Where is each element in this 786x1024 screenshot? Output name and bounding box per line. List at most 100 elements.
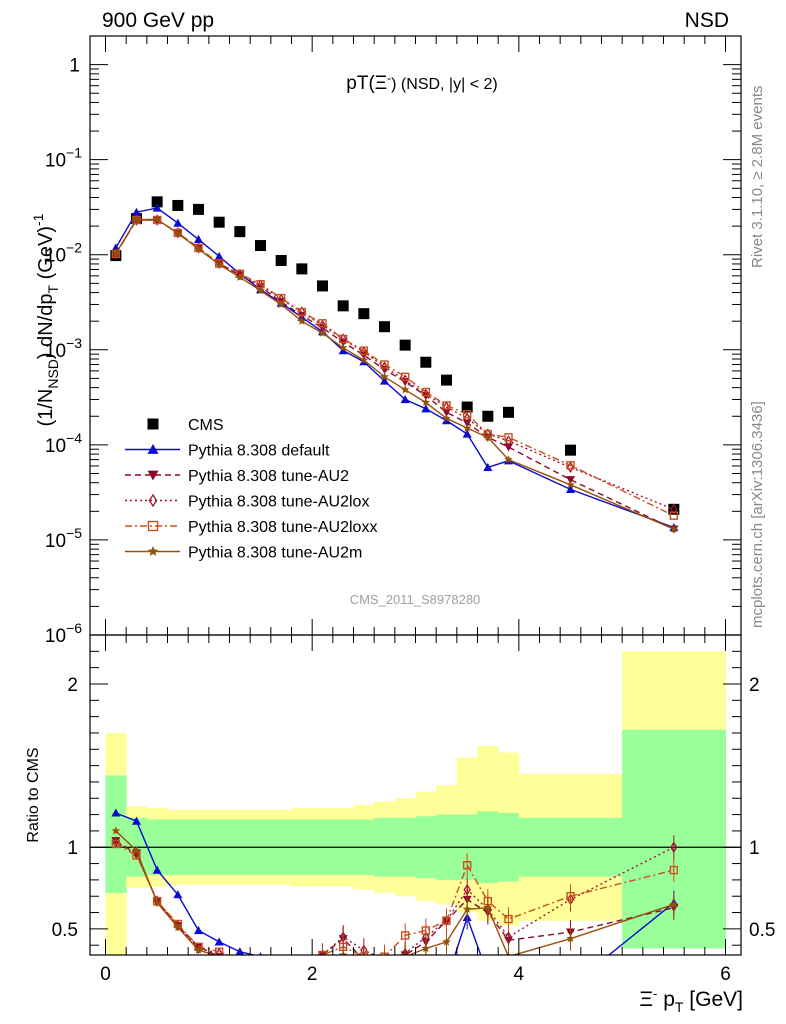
data-point-cms bbox=[213, 216, 225, 228]
ratio-point-au2lox bbox=[670, 841, 678, 853]
data-point-cms bbox=[565, 444, 576, 456]
data-point-cms bbox=[193, 203, 204, 215]
data-point-au2lox bbox=[215, 257, 223, 270]
ratio-point-au2m bbox=[256, 960, 265, 968]
data-point-default bbox=[400, 395, 410, 404]
ratio-point-au2loxx bbox=[421, 926, 431, 935]
data-point-au2m bbox=[442, 413, 451, 422]
ratio-point-default bbox=[132, 816, 141, 825]
data-point-au2loxx bbox=[669, 511, 679, 520]
data-point-default bbox=[483, 462, 493, 471]
main-ytick-label: 10−1 bbox=[45, 145, 82, 172]
legend-label-au2loxx: Pythia 8.308 tune-AU2loxx bbox=[188, 519, 377, 536]
ratio-point-au2loxx bbox=[214, 947, 224, 955]
ratio-ytick-label-right: 0.5 bbox=[749, 920, 775, 941]
ratio-point-default bbox=[235, 947, 245, 955]
ratio-point-au2loxx bbox=[566, 892, 575, 901]
ratio-point-au2lox bbox=[237, 957, 243, 966]
data-point-au2loxx bbox=[297, 307, 307, 317]
ratio-point-au2m bbox=[421, 944, 431, 953]
data-point-au2loxx bbox=[462, 410, 472, 419]
series-line-au2m bbox=[115, 218, 675, 530]
legend-marker-au2lox bbox=[148, 493, 158, 508]
series-line-au2loxx bbox=[115, 219, 675, 517]
series-line-au2lox bbox=[115, 219, 675, 510]
ratio-point-au2loxx bbox=[504, 914, 513, 924]
ratio-series-au2m bbox=[111, 826, 679, 975]
ratio-xtick-label: 2 bbox=[307, 964, 318, 985]
data-point-cms bbox=[255, 240, 266, 252]
ratio-point-au2loxx bbox=[257, 960, 264, 967]
ratio-point-default bbox=[111, 808, 121, 817]
data-point-au2m bbox=[359, 355, 369, 364]
series-line-au2 bbox=[115, 219, 675, 530]
legend-label-cms: CMS bbox=[188, 417, 224, 434]
data-point-cms bbox=[461, 401, 473, 413]
ratio-point-au2m bbox=[338, 950, 348, 955]
ratio-point-au2loxx bbox=[111, 839, 121, 849]
ratio-point-au2m bbox=[669, 899, 679, 908]
data-point-au2m bbox=[194, 244, 203, 253]
ratio-point-default bbox=[194, 926, 203, 935]
series-au2 bbox=[111, 216, 679, 534]
data-point-cms bbox=[420, 356, 432, 368]
ratio-point-au2m bbox=[152, 898, 162, 907]
ratio-panel: 0.5 0.5 1 1 2 2 0 2 4 6 Ratio to CMS Ξ- pT [GeV] bbox=[25, 634, 775, 1015]
ratio-xlabel: Ξ- pT [GeV] bbox=[639, 986, 743, 1015]
series-au2m bbox=[111, 215, 679, 533]
data-point-default bbox=[566, 484, 575, 494]
ratio-xtick-label: 0 bbox=[100, 964, 111, 985]
ratio-line-au2loxx bbox=[115, 843, 674, 955]
ratio-point-au2m bbox=[298, 967, 307, 975]
data-point-au2lox bbox=[504, 435, 513, 447]
ratio-point-au2m bbox=[111, 826, 121, 835]
ratio-point-au2m bbox=[404, 952, 407, 955]
data-point-default bbox=[338, 346, 348, 355]
data-point-au2m bbox=[338, 343, 348, 352]
ratio-point-default bbox=[173, 890, 183, 899]
data-point-au2m bbox=[669, 524, 679, 533]
data-point-au2lox bbox=[401, 374, 409, 386]
data-point-default bbox=[173, 218, 183, 227]
data-point-au2lox bbox=[670, 503, 678, 515]
data-point-au2loxx bbox=[359, 346, 369, 355]
ratio-point-au2loxx bbox=[236, 956, 243, 963]
data-point-au2loxx bbox=[504, 433, 513, 442]
rivet-label: Rivet 3.1.10, ≥ 2.8M events bbox=[749, 86, 766, 269]
ratio-line-default bbox=[115, 812, 675, 955]
data-point-au2loxx bbox=[400, 372, 410, 382]
data-point-default bbox=[152, 203, 162, 212]
main-ytick-label: 1 bbox=[69, 56, 80, 77]
main-ytick-label: 10−3 bbox=[45, 335, 82, 362]
ratio-point-au2lox bbox=[401, 947, 409, 955]
ratio-point-au2 bbox=[235, 958, 244, 966]
ratio-point-au2m bbox=[318, 955, 327, 963]
main-title: pT(Ξ-) (NSD, |y| < 2) bbox=[346, 71, 497, 94]
ratio-point-au2 bbox=[297, 966, 306, 974]
data-point-au2 bbox=[442, 408, 451, 417]
data-point-cms bbox=[234, 226, 246, 238]
ratio-band-inner bbox=[105, 775, 127, 893]
data-point-cms bbox=[151, 196, 163, 208]
data-point-cms bbox=[482, 410, 494, 422]
data-point-au2loxx bbox=[566, 461, 575, 470]
legend-marker-cms bbox=[147, 418, 159, 430]
data-point-cms bbox=[379, 321, 390, 333]
ratio-point-default bbox=[442, 977, 451, 985]
data-point-au2m bbox=[256, 286, 265, 295]
ratio-ytick-label-right: 2 bbox=[749, 675, 760, 696]
ratio-point-default bbox=[152, 865, 162, 874]
ratio-point-au2m bbox=[173, 922, 183, 931]
ratio-point-au2 bbox=[256, 961, 265, 969]
ratio-line-au2m bbox=[115, 830, 675, 955]
legend-label-au2: Pythia 8.308 tune-AU2 bbox=[188, 468, 349, 485]
ratio-point-au2m bbox=[442, 937, 451, 946]
data-point-au2m bbox=[421, 397, 431, 406]
data-point-au2loxx bbox=[442, 401, 451, 410]
data-point-au2m bbox=[380, 372, 389, 381]
data-point-cms bbox=[668, 503, 680, 515]
ratio-point-default bbox=[258, 952, 263, 955]
data-point-cms bbox=[337, 300, 349, 312]
ratio-point-au2lox bbox=[463, 884, 471, 896]
ratio-ytick-label: 2 bbox=[67, 675, 78, 696]
